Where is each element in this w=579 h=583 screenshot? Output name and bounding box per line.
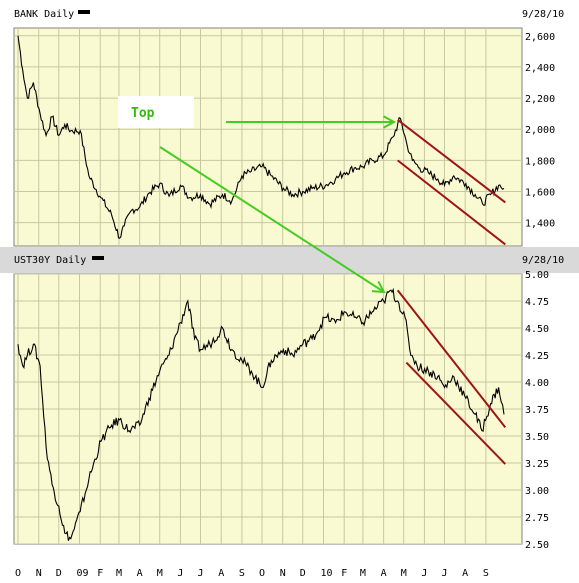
x-tick-label: A xyxy=(137,568,143,579)
bank-channel-lower-line xyxy=(397,159,506,246)
x-tick-label: F xyxy=(341,568,347,579)
x-tick-label: O xyxy=(15,568,21,579)
arrow-to-bank-top-head xyxy=(382,115,397,129)
x-tick-label: J xyxy=(177,568,183,579)
x-tick-label: S xyxy=(483,568,489,579)
bank-y-tick-label: 2,600 xyxy=(525,32,555,43)
ust30y-y-tick-label: 2.75 xyxy=(525,513,549,524)
x-tick-label: D xyxy=(56,568,62,579)
bank-y-ticks: 1,400 1,600 1,800 2,000 2,200 2,400 2,600 xyxy=(525,32,555,230)
ust30y-y-tick-label: 5.00 xyxy=(525,270,549,281)
x-tick-label: D xyxy=(300,568,306,579)
x-tick-label: 09 xyxy=(77,568,89,579)
ust30y-date-label: 9/28/10 xyxy=(522,255,564,266)
x-tick-label: M xyxy=(360,568,366,579)
bank-series xyxy=(17,35,506,246)
ust30y-y-tick-label: 3.75 xyxy=(525,405,549,416)
bank-y-tick-label: 2,400 xyxy=(525,63,555,74)
ust30y-menu-icon[interactable] xyxy=(92,256,104,260)
x-tick-label: A xyxy=(218,568,224,579)
ust30y-y-tick-label: 4.00 xyxy=(525,378,549,389)
x-tick-label: F xyxy=(97,568,103,579)
ust30y-y-tick-label: 4.50 xyxy=(525,324,549,335)
x-tick-label: A xyxy=(462,568,468,579)
bank-plot-area xyxy=(13,27,523,247)
x-tick-label: N xyxy=(36,568,42,579)
annotation-arrows xyxy=(159,115,397,294)
bank-y-tick-label: 2,200 xyxy=(525,94,555,105)
ust30y-y-tick-label: 2.50 xyxy=(525,540,549,551)
ust30y-y-tick-label: 3.25 xyxy=(525,459,549,470)
bank-header-bar xyxy=(0,0,579,28)
ust30y-channel-lower-line xyxy=(405,361,507,465)
ust30y-y-tick-label: 3.50 xyxy=(525,432,549,443)
ust30y-price-line xyxy=(17,287,505,541)
bank-y-tick-label: 1,800 xyxy=(525,156,555,167)
arrow-to-ust30y-top xyxy=(159,146,385,293)
bank-y-tick-label: 1,600 xyxy=(525,188,555,199)
x-tick-label: A xyxy=(381,568,387,579)
bank-channel-upper-line xyxy=(397,119,506,204)
bank-grid xyxy=(14,28,522,246)
x-tick-label: M xyxy=(116,568,122,579)
bank-menu-icon[interactable] xyxy=(78,10,90,14)
top-label: Top xyxy=(131,106,155,121)
ust30y-y-tick-label: 4.75 xyxy=(525,297,549,308)
x-tick-label: 10 xyxy=(320,568,332,579)
bank-y-tick-label: 1,400 xyxy=(525,219,555,230)
x-tick-label: S xyxy=(239,568,245,579)
ust30y-grid xyxy=(14,274,522,544)
ust30y-header-bar xyxy=(0,247,579,273)
bank-title: BANK Daily xyxy=(14,9,74,20)
x-tick-label: N xyxy=(280,568,286,579)
x-tick-label: J xyxy=(441,568,447,579)
x-axis-labels: O N D 09 F M A M J J A S O N D 10 F M A M J J A S xyxy=(15,568,489,579)
ust30y-title: UST30Y Daily xyxy=(14,255,86,266)
x-tick-label: M xyxy=(157,568,163,579)
x-tick-label: J xyxy=(197,568,203,579)
x-tick-label: M xyxy=(401,568,407,579)
ust30y-series xyxy=(17,287,507,541)
bank-date-label: 9/28/10 xyxy=(522,9,564,20)
ust30y-y-tick-label: 4.25 xyxy=(525,351,549,362)
arrow-to-ust30y-top-head xyxy=(371,280,386,294)
ust30y-y-tick-label: 3.00 xyxy=(525,486,549,497)
bank-price-line xyxy=(17,35,505,239)
top-label-box xyxy=(118,96,194,128)
ust30y-y-ticks: 2.50 2.75 3.00 3.25 3.50 3.75 4.00 4.25 4.50 4.75… xyxy=(525,270,549,551)
ust30y-channel-upper-line xyxy=(396,289,507,428)
bank-y-tick-label: 2,000 xyxy=(525,125,555,136)
x-tick-label: J xyxy=(421,568,427,579)
x-tick-label: O xyxy=(259,568,265,579)
